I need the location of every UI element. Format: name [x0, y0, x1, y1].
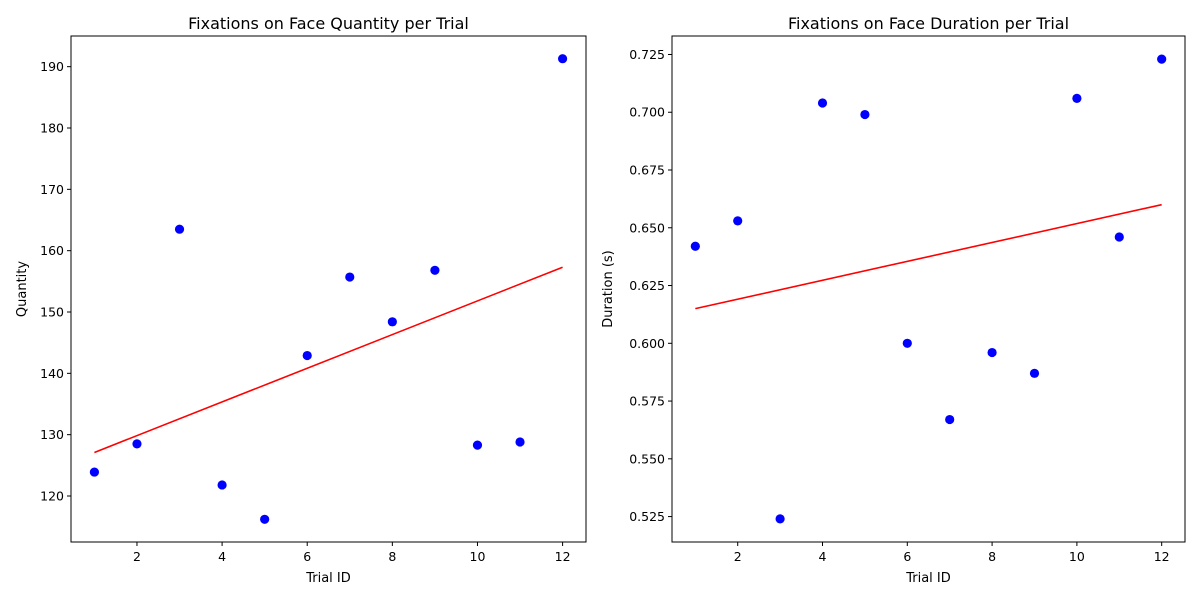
y-tick-label: 0.525	[629, 509, 665, 524]
trend-line	[695, 203, 1162, 310]
scatter-point	[902, 338, 912, 348]
y-tick-label: 0.650	[629, 220, 665, 235]
scatter-point	[1114, 232, 1124, 242]
x-axis-label: Trial ID	[305, 571, 351, 586]
x-tick-label: 10	[470, 549, 486, 564]
x-tick-label: 2	[133, 549, 141, 564]
y-tick-label: 160	[40, 243, 64, 258]
x-tick-label: 10	[1069, 549, 1085, 564]
y-tick-label: 190	[40, 59, 64, 74]
scatter-point	[690, 241, 700, 251]
y-tick-label: 0.700	[629, 105, 665, 120]
scatter-point	[217, 480, 227, 490]
y-tick-label: 0.575	[629, 394, 665, 409]
scatter-point	[1072, 93, 1082, 103]
scatter-point	[1029, 368, 1040, 378]
scatter-point	[817, 98, 828, 108]
y-tick-label: 0.675	[629, 163, 665, 178]
scatter-point	[733, 216, 743, 226]
x-tick-label: 12	[555, 549, 571, 564]
chart-title: Fixations on Face Quantity per Trial	[188, 14, 469, 33]
y-tick-label: 170	[40, 182, 64, 197]
quantity-chart: Fixations on Face Quantity per Trial 2 4 6 8…	[15, 14, 587, 586]
duration-chart: Fixations on Face Duration per Trial 2 4 6 8…	[601, 14, 1186, 586]
x-tick-label: 8	[988, 549, 996, 564]
x-tick-label: 12	[1154, 549, 1170, 564]
x-tick-label: 6	[903, 549, 911, 564]
scatter-point	[945, 414, 955, 425]
scatter-point	[260, 514, 270, 524]
y-tick-label: 150	[40, 305, 64, 320]
x-tick-label: 2	[734, 549, 742, 564]
scatter-point	[860, 109, 870, 120]
scatter-point	[557, 54, 568, 64]
x-tick-label: 4	[819, 549, 827, 564]
y-tick-label: 0.725	[629, 47, 665, 62]
scatter-point	[472, 440, 483, 450]
scatter-point	[302, 350, 312, 361]
x-axis-label: Trial ID	[905, 571, 951, 586]
y-tick-label: 0.600	[629, 336, 665, 351]
scatter-point	[775, 514, 785, 524]
y-tick-label: 130	[40, 427, 64, 442]
plot-frame	[70, 35, 587, 543]
scatter-point	[174, 224, 185, 234]
scatter-point	[987, 347, 997, 358]
x-tick-label: 4	[218, 549, 226, 564]
y-tick-label: 0.625	[629, 278, 665, 293]
scatter-point	[345, 272, 355, 282]
plot-frame	[671, 35, 1186, 543]
scatter-point	[1157, 54, 1167, 64]
scatter-point	[387, 317, 397, 327]
scatter-point	[430, 265, 440, 275]
y-tick-label: 180	[40, 121, 64, 136]
chart-title: Fixations on Face Duration per Trial	[788, 14, 1069, 33]
scatter-point	[89, 467, 100, 477]
x-tick-label: 8	[388, 549, 396, 564]
trend-line	[94, 266, 563, 454]
scatter-point	[132, 439, 142, 449]
y-tick-label: 140	[40, 366, 64, 381]
y-tick-label: 0.550	[629, 451, 665, 466]
y-tick-label: 120	[40, 489, 64, 504]
y-axis-label: Quantity	[15, 261, 30, 317]
y-axis-label: Duration (s)	[601, 250, 616, 328]
x-tick-label: 6	[303, 549, 311, 564]
scatter-point	[515, 437, 525, 447]
